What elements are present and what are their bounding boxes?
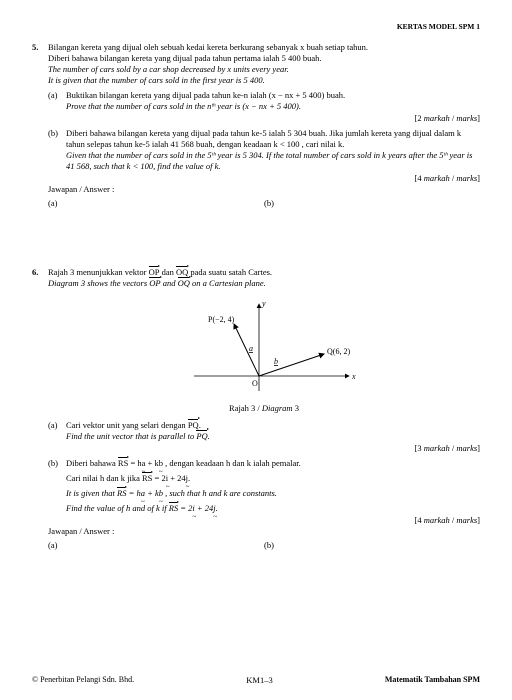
q5b: (b) Diberi bahawa bilangan kereta yang d… (48, 128, 480, 172)
q5-answer-row: (a) (b) (48, 198, 480, 209)
q6a-label: (a) (48, 420, 66, 442)
q6a-line2: Find the unit vector that is parallel to… (66, 431, 480, 442)
q5a-marks: [2 markah / marks] (48, 113, 480, 124)
q5b-line1: Diberi bahawa bilangan kereta yang dijua… (66, 128, 480, 150)
q6b-line2: Cari nilai h dan k jika RS = 2i + 24j. (66, 473, 480, 484)
q6-ans-b: (b) (264, 540, 480, 551)
q5-line4: It is given that the number of cars sold… (48, 75, 480, 86)
q5a: (a) Buktikan bilangan kereta yang dijual… (48, 90, 480, 112)
footer-page: KM1–3 (246, 675, 272, 686)
diagram-3: P(−2, 4) Q(6, 2) a b O x y (164, 296, 364, 401)
q6b-line4: Find the value of h and of k if RS = 2i … (66, 503, 480, 514)
b-label: b (274, 357, 278, 366)
q6b-label: (b) (48, 458, 66, 514)
q6-line2: Diagram 3 shows the vectors OP and OQ on… (48, 278, 480, 289)
q6a-marks: [3 markah / marks] (48, 443, 480, 454)
q6b: (b) Diberi bahawa RS = ha + kb , dengan … (48, 458, 480, 514)
question-6: 6. Rajah 3 menunjukkan vektor OP dan OQ … (32, 267, 480, 551)
q-label: Q(6, 2) (327, 347, 350, 356)
q6-line1: Rajah 3 menunjukkan vektor OP dan OQ pad… (48, 267, 480, 278)
q6b-line1: Diberi bahawa RS = ha + kb , dengan kead… (66, 458, 480, 469)
q5a-body: Buktikan bilangan kereta yang dijual pad… (66, 90, 480, 112)
y-label: y (261, 299, 266, 308)
q5-ans-a: (a) (48, 198, 264, 209)
q5a-line1: Buktikan bilangan kereta yang dijual pad… (66, 90, 480, 101)
q5-ans-b: (b) (264, 198, 480, 209)
q5b-body: Diberi bahawa bilangan kereta yang dijua… (66, 128, 480, 172)
x-label: x (351, 372, 356, 381)
q5-line2: Diberi bahawa bilangan kereta yang dijua… (48, 53, 480, 64)
question-5: 5. Bilangan kereta yang dijual oleh sebu… (32, 42, 480, 210)
q5-body: Bilangan kereta yang dijual oleh sebuah … (48, 42, 480, 210)
diagram-caption: Rajah 3 / Diagram 3 (48, 403, 480, 414)
q5a-label: (a) (48, 90, 66, 112)
q6-ans-a: (a) (48, 540, 264, 551)
p-label: P(−2, 4) (208, 315, 235, 324)
o-label: O (252, 379, 258, 388)
a-label: a (249, 344, 253, 353)
paper-header: KERTAS MODEL SPM 1 (32, 22, 480, 32)
footer-subject: Matematik Tambahan SPM (385, 675, 480, 686)
q5b-label: (b) (48, 128, 66, 172)
q5-number: 5. (32, 42, 48, 210)
q5b-marks: [4 markah / marks] (48, 173, 480, 184)
q6-number: 6. (32, 267, 48, 551)
q6a: (a) Cari vektor unit yang selari dengan … (48, 420, 480, 442)
q6b-marks: [4 markah / marks] (48, 515, 480, 526)
q6-answer-label: Jawapan / Answer : (48, 526, 480, 537)
q5-line3: The number of cars sold by a car shop de… (48, 64, 480, 75)
q5-line1: Bilangan kereta yang dijual oleh sebuah … (48, 42, 480, 53)
q5b-line2: Given that the number of cars sold in th… (66, 150, 480, 172)
q5-answer-label: Jawapan / Answer : (48, 184, 480, 195)
q6a-body: Cari vektor unit yang selari dengan PQ. … (66, 420, 480, 442)
q5a-line2: Prove that the number of cars sold in th… (66, 101, 480, 112)
q6b-body: Diberi bahawa RS = ha + kb , dengan kead… (66, 458, 480, 514)
q6-body: Rajah 3 menunjukkan vektor OP dan OQ pad… (48, 267, 480, 551)
page-footer: © Penerbitan Pelangi Sdn. Bhd. KM1–3 Mat… (32, 675, 480, 686)
q6a-line1: Cari vektor unit yang selari dengan PQ. (66, 420, 480, 431)
q6-answer-row: (a) (b) (48, 540, 480, 551)
footer-copyright: © Penerbitan Pelangi Sdn. Bhd. (32, 675, 134, 686)
q6b-line3: It is given that RS = ha + kb , such tha… (66, 488, 480, 499)
